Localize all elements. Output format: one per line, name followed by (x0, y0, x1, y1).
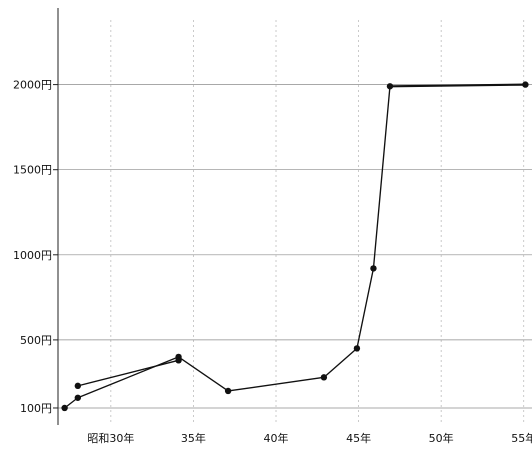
data-point-2-2 (175, 357, 182, 364)
data-point-1-9 (522, 81, 529, 88)
x-tick-label: 40年 (264, 431, 289, 445)
y-tick-label: 1000円 (13, 249, 52, 262)
grid-layer (58, 20, 532, 423)
data-point-1-6 (353, 345, 361, 352)
series-line-top-segment (388, 83, 527, 88)
data-point-2-1 (74, 382, 82, 390)
x-tick-label: 35年 (181, 431, 206, 445)
data-point-1-4 (224, 387, 232, 395)
series-line-1 (63, 83, 527, 409)
y-tick-label: 2000円 (13, 79, 52, 92)
x-tick-label: 45年 (346, 431, 371, 445)
y-tick-label: 100円 (20, 402, 52, 415)
x-tick-label: 昭和30年 (87, 431, 134, 445)
y-tick-label: 500円 (20, 334, 52, 347)
x-tick-label: 50年 (429, 431, 454, 445)
series-line-2 (77, 359, 180, 387)
data-point-1-7 (370, 265, 377, 272)
series-layer (63, 83, 527, 409)
axis-layer (53, 8, 59, 425)
data-point-1-8 (386, 83, 394, 90)
data-point-1-2 (74, 394, 82, 401)
data-point-1-5 (320, 374, 328, 381)
data-point-1-1 (61, 404, 68, 412)
point-layer (61, 81, 529, 412)
x-tick-label: 55年 (511, 431, 532, 445)
y-tick-label: 1500円 (13, 164, 52, 177)
